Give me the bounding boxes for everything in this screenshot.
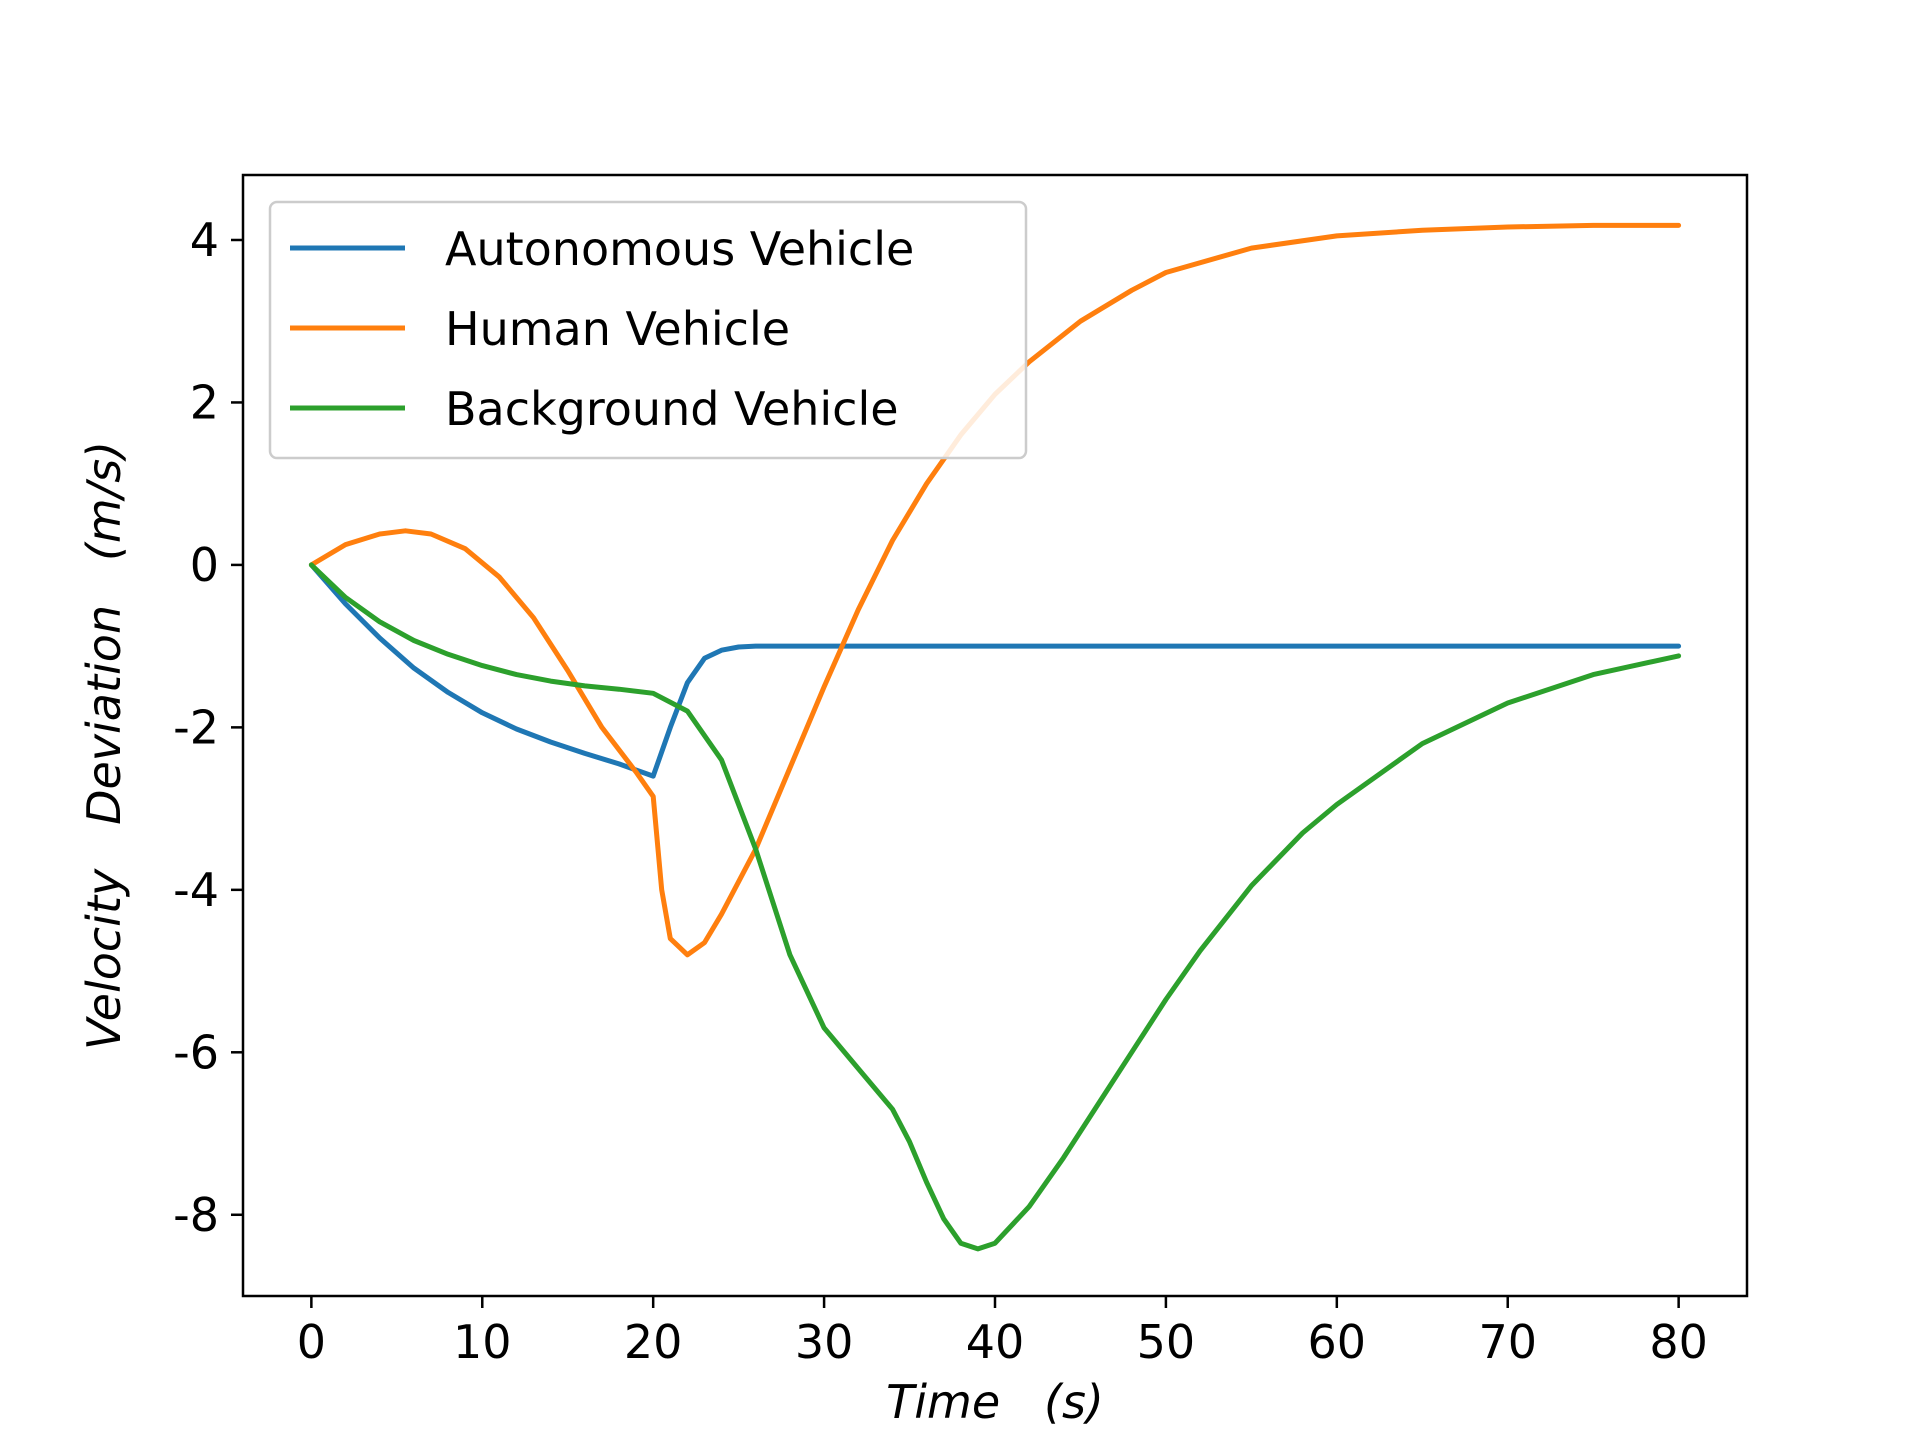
- y-tick-label: 4: [190, 213, 219, 267]
- y-axis-title: Velocity Deviation (m/s): [77, 441, 131, 1050]
- legend-label-2: Human Vehicle: [445, 302, 790, 356]
- series-layer: [308, 222, 1682, 1252]
- x-axis: 0 10 20 30 40 50 60 70 80: [297, 1296, 1708, 1369]
- legend-label-1: Autonomous Vehicle: [445, 222, 914, 276]
- y-tick-label: 2: [190, 375, 219, 429]
- y-tick-label: -2: [173, 700, 219, 754]
- legend-box: [268, 200, 1028, 460]
- y-tick-label: 0: [190, 538, 219, 592]
- legend: Autonomous Vehicle Human Vehicle Backgroun…: [268, 200, 1028, 460]
- legend-label-3: Background Vehicle: [445, 382, 899, 436]
- x-tick-label: 40: [966, 1315, 1025, 1369]
- x-tick-label: 50: [1137, 1315, 1196, 1369]
- x-tick-label: 60: [1308, 1315, 1367, 1369]
- y-axis: 4 2 0 -2 -4 -6 -8: [173, 213, 243, 1242]
- x-tick-label: 20: [624, 1315, 683, 1369]
- x-tick-label: 10: [453, 1315, 512, 1369]
- x-tick-label: 70: [1478, 1315, 1537, 1369]
- legend-entries: Autonomous Vehicle Human Vehicle Backgroun…: [290, 222, 914, 436]
- x-axis-title: Time (s): [886, 1375, 1104, 1429]
- y-tick-label: -8: [173, 1188, 219, 1242]
- series-line-1: [308, 562, 1682, 779]
- x-tick-label: 0: [297, 1315, 326, 1369]
- x-tick-label: 30: [795, 1315, 854, 1369]
- series-line-3: [308, 562, 1682, 1252]
- x-tick-label: 80: [1649, 1315, 1708, 1369]
- y-tick-label: -4: [173, 863, 219, 917]
- y-tick-label: -6: [173, 1025, 219, 1079]
